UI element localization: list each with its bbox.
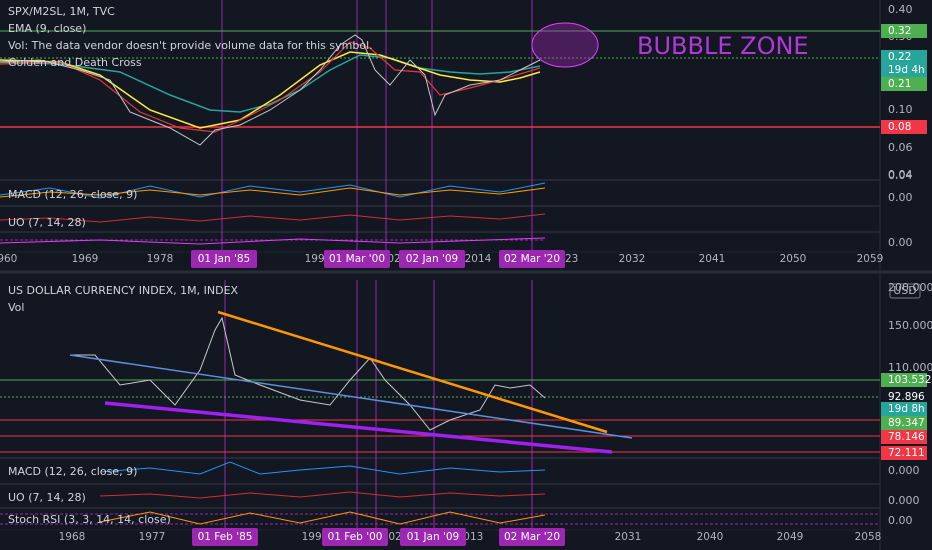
top-series (0, 22, 599, 146)
top-indicators (0, 182, 546, 245)
time-label: 01 Feb '00 (328, 531, 383, 543)
price-tag-text: 19d 8h (888, 403, 925, 415)
price-tag (881, 50, 927, 64)
price-tick: 0.000 (888, 494, 920, 507)
time-label: 01 Jan '09 (407, 531, 459, 543)
time-label: 01 Feb '85 (198, 531, 253, 543)
price-tag-text: 103.532 (888, 374, 931, 386)
time-label: 02 (387, 253, 400, 265)
event-lines (221, 0, 533, 530)
price-tick: 110.000 (888, 361, 932, 374)
time-label: 2049 (777, 531, 804, 543)
time-label: 2041 (699, 253, 726, 265)
time-box (499, 250, 565, 268)
price-tick: 0.000 (888, 464, 920, 477)
time-box (322, 528, 388, 546)
time-label: 2059 (857, 253, 884, 265)
time-label: 1995 (302, 531, 329, 543)
price-tick: 0.00 (888, 236, 913, 249)
time-box (191, 250, 257, 268)
legend-text: UO (7, 14, 28) (8, 216, 86, 229)
price-tick: 0.06 (888, 141, 913, 154)
price-tag-text: 19d 4h (888, 64, 925, 76)
time-label: 02 Mar '20 (504, 531, 560, 543)
price-tag-text: 0.32 (888, 25, 911, 37)
price-tag (881, 390, 927, 404)
price-tick: 0.40 (888, 3, 913, 16)
legend-text: UO (7, 14, 28) (8, 491, 86, 504)
time-label: 2050 (780, 253, 807, 265)
price-tag (881, 416, 927, 430)
time-box (499, 528, 565, 546)
time-label: 2032 (619, 253, 646, 265)
time-label: 2014 (465, 253, 492, 265)
price-tag-text: 92.896 (888, 391, 925, 403)
labels: SPX/M2SL, 1M, TVC EMA (9, close) Vol: The … (0, 3, 932, 546)
time-label: 02 (388, 531, 401, 543)
price-tag (881, 373, 927, 387)
time-label: 2058 (855, 531, 882, 543)
legend-text: US DOLLAR CURRENCY INDEX, 1M, INDEX (8, 284, 239, 297)
time-box (324, 250, 390, 268)
time-label: 1977 (139, 531, 166, 543)
price-tag (881, 63, 927, 77)
time-label: 1969 (72, 253, 99, 265)
time-label: 2031 (615, 531, 642, 543)
time-label: 2040 (697, 531, 724, 543)
price-tick: 150.000 (888, 319, 932, 332)
price-tag-text: 0.08 (888, 121, 911, 133)
price-tag (881, 446, 927, 460)
time-box (400, 528, 466, 546)
time-label: 01 Jan '85 (198, 253, 250, 265)
price-tag (881, 402, 927, 416)
legend-text: Golden and Death Cross (8, 56, 142, 69)
legend-text: MACD (12, 26, close, 9) (8, 465, 137, 478)
time-box (399, 250, 465, 268)
currency[interactable]: USD (893, 284, 917, 297)
price-tag-text: 72.111 (888, 447, 925, 459)
price-tick: 0.10 (888, 103, 913, 116)
legend-text: Vol: The data vendor doesn't provide vol… (8, 39, 373, 52)
time-label: 1968 (59, 531, 86, 543)
price-tag (881, 120, 927, 134)
price-tag (881, 24, 927, 38)
price-tick: 0.04 (888, 169, 913, 182)
price-tag-text: 78.146 (888, 431, 925, 443)
price-tick: 0.00 (888, 514, 913, 527)
legend-text: Stoch RSI (3, 3, 14, 14, close) (8, 513, 171, 526)
annotation: BUBBLE ZONE (637, 32, 809, 60)
price-tag-text: 0.22 (888, 51, 911, 63)
price-tick: 0.00 (888, 191, 913, 204)
bottom-series (0, 310, 880, 525)
time-label: 1978 (147, 253, 174, 265)
price-tick: 0.04 (888, 168, 913, 181)
price-tag (881, 430, 927, 444)
time-box (192, 528, 258, 546)
time-label: 01 Mar '00 (329, 253, 385, 265)
time-label: 02 Jan '09 (406, 253, 458, 265)
legend-text: EMA (9, close) (8, 22, 86, 35)
currency-box[interactable] (889, 283, 921, 299)
legend-text: Vol (8, 301, 24, 314)
price-tag-text: 0.21 (888, 78, 911, 90)
price-tag-text: 89.347 (888, 417, 925, 429)
legend-text: MACD (12, 26, close, 9) (8, 188, 137, 201)
time-label: 02 Mar '20 (504, 253, 560, 265)
price-tag (881, 77, 927, 91)
price-tick: 200.000 (888, 281, 932, 294)
legend-text: SPX/M2SL, 1M, TVC (8, 5, 115, 18)
